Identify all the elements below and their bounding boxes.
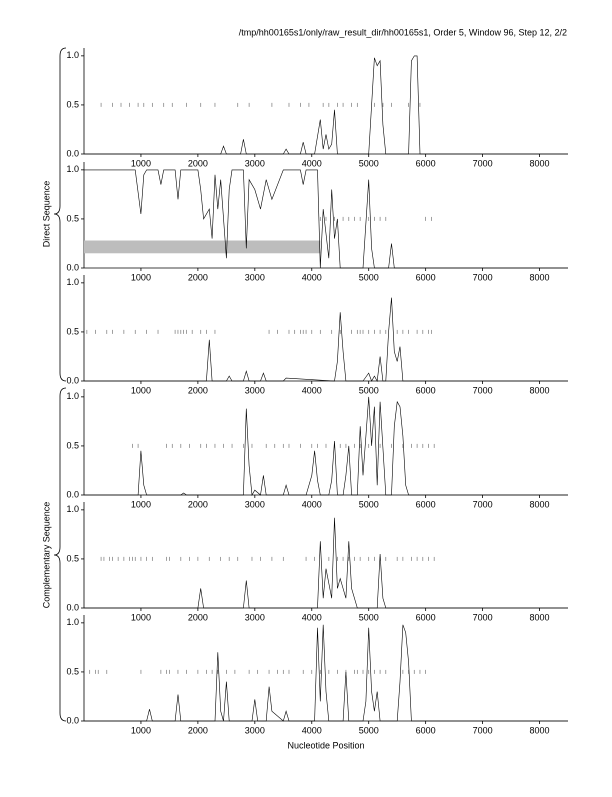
x-tick-label: 8000 [530, 725, 550, 735]
y-tick-label: 0.5 [66, 326, 79, 336]
x-tick-label: 4000 [302, 272, 322, 282]
x-tick-label: 3000 [245, 612, 265, 622]
x-tick-label: 7000 [473, 158, 493, 168]
y-tick-label: 0.5 [66, 666, 79, 676]
x-tick-label: 5000 [359, 385, 379, 395]
group-label: Direct Sequence [41, 181, 51, 248]
group-brace [53, 47, 67, 382]
x-tick-label: 8000 [530, 158, 550, 168]
x-tick-label: 3000 [245, 158, 265, 168]
x-tick-label: 8000 [530, 272, 550, 282]
y-tick-label: 1.0 [66, 50, 79, 60]
x-tick-label: 1000 [131, 725, 151, 735]
x-tick-label: 3000 [245, 499, 265, 509]
x-tick-label: 2000 [188, 612, 208, 622]
x-tick-label: 1000 [131, 499, 151, 509]
x-tick-label: 2000 [188, 385, 208, 395]
x-tick-label: 8000 [530, 612, 550, 622]
y-tick-label: 1.0 [66, 277, 79, 287]
x-tick-label: 2000 [188, 725, 208, 735]
group-brace [53, 387, 67, 722]
x-tick-label: 5000 [359, 725, 379, 735]
signal-line [84, 297, 568, 382]
signal-line [84, 624, 568, 722]
x-tick-label: 4000 [302, 725, 322, 735]
y-tick-label: 0.0 [66, 602, 79, 612]
y-tick-label: 0.0 [66, 715, 79, 725]
x-tick-label: 5000 [359, 499, 379, 509]
x-tick-label: 6000 [416, 499, 436, 509]
y-tick-label: 1.0 [66, 391, 79, 401]
x-tick-label: 8000 [530, 499, 550, 509]
y-tick-label: 1.0 [66, 617, 79, 627]
signal-line [84, 517, 568, 609]
y-tick-label: 0.5 [66, 553, 79, 563]
y-tick-label: 0.5 [66, 440, 79, 450]
x-tick-label: 6000 [416, 385, 436, 395]
x-tick-label: 7000 [473, 385, 493, 395]
y-tick-label: 0.5 [66, 99, 79, 109]
x-tick-label: 3000 [245, 725, 265, 735]
y-tick-label: 0.0 [66, 375, 79, 385]
y-tick-label: 1.0 [66, 504, 79, 514]
x-tick-label: 4000 [302, 499, 322, 509]
highlight-band [84, 240, 321, 254]
x-tick-label: 5000 [359, 612, 379, 622]
x-tick-label: 4000 [302, 612, 322, 622]
x-tick-label: 1000 [131, 385, 151, 395]
x-axis-label: Nucleotide Position [287, 740, 364, 750]
x-tick-label: 6000 [416, 272, 436, 282]
y-tick-label: 0.0 [66, 489, 79, 499]
x-tick-label: 2000 [188, 272, 208, 282]
x-tick-label: 4000 [302, 385, 322, 395]
x-tick-label: 3000 [245, 385, 265, 395]
page-title: /tmp/hh00165s1/only/raw_result_dir/hh001… [239, 27, 567, 37]
x-tick-label: 7000 [473, 725, 493, 735]
x-tick-label: 1000 [131, 272, 151, 282]
x-tick-label: 7000 [473, 272, 493, 282]
x-tick-label: 6000 [416, 158, 436, 168]
y-tick-label: 0.0 [66, 148, 79, 158]
signal-line [84, 55, 568, 155]
signal-line [84, 169, 568, 269]
x-tick-label: 2000 [188, 499, 208, 509]
y-tick-label: 1.0 [66, 164, 79, 174]
x-tick-label: 5000 [359, 158, 379, 168]
x-tick-label: 6000 [416, 725, 436, 735]
x-tick-label: 8000 [530, 385, 550, 395]
x-tick-label: 5000 [359, 272, 379, 282]
x-tick-label: 7000 [473, 499, 493, 509]
x-tick-label: 1000 [131, 158, 151, 168]
x-tick-label: 7000 [473, 612, 493, 622]
x-tick-label: 4000 [302, 158, 322, 168]
x-tick-label: 2000 [188, 158, 208, 168]
y-tick-label: 0.0 [66, 262, 79, 272]
y-tick-label: 0.5 [66, 213, 79, 223]
x-tick-label: 6000 [416, 612, 436, 622]
x-tick-label: 3000 [245, 272, 265, 282]
x-tick-label: 1000 [131, 612, 151, 622]
group-label: Complementary Sequence [41, 502, 51, 609]
signal-line [84, 396, 568, 496]
